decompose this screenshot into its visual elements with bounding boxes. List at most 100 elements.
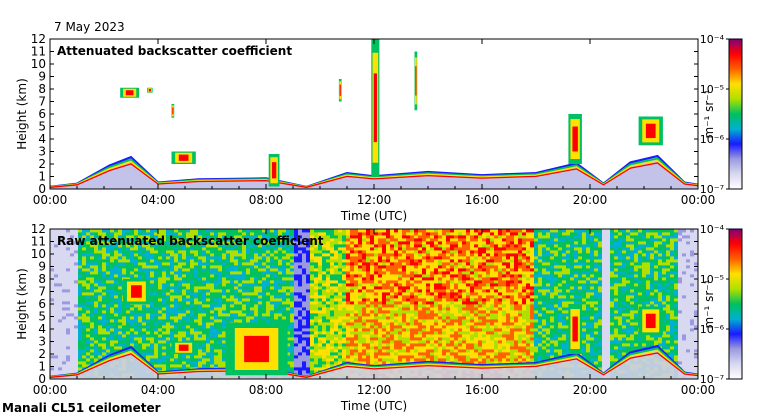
noise-cell	[206, 262, 211, 266]
x-tick-label: 20:00	[573, 193, 608, 207]
colorbar-tick-label: 10⁻⁴	[700, 33, 725, 46]
noise-cell	[134, 319, 139, 323]
noise-cell	[222, 274, 227, 278]
noise-cell	[198, 346, 203, 350]
noise-cell	[210, 337, 215, 341]
noise-cell	[254, 286, 259, 290]
noise-cell	[130, 313, 135, 317]
noise-cell	[162, 322, 167, 326]
noise-cell	[190, 364, 195, 368]
noise-cell	[222, 355, 227, 359]
noise-cell	[330, 343, 335, 347]
noise-cell	[186, 232, 191, 236]
noise-cell	[338, 265, 343, 269]
noise-cell	[206, 280, 211, 284]
noise-cell	[210, 238, 215, 242]
noise-cell	[346, 310, 351, 314]
noise-cell	[386, 235, 391, 239]
noise-cell	[134, 307, 139, 311]
noise-cell	[106, 265, 111, 269]
noise-cell	[234, 274, 239, 278]
noise-cell	[298, 343, 303, 347]
noise-cell	[226, 298, 231, 302]
noise-cell	[426, 262, 431, 266]
noise-cell	[322, 334, 327, 338]
noise-cell	[338, 268, 343, 272]
noise-cell	[186, 328, 191, 332]
noise-cell	[414, 352, 419, 356]
noise-cell	[154, 307, 159, 311]
noise-cell	[322, 301, 327, 305]
noise-cell	[206, 250, 211, 254]
cloud-core	[415, 66, 417, 96]
noise-cell	[178, 325, 183, 329]
noise-cell	[382, 325, 387, 329]
noise-cell	[418, 313, 423, 317]
noise-cell	[238, 232, 243, 236]
noise-cell	[222, 304, 227, 308]
noise-cell	[366, 361, 371, 365]
noise-cell	[118, 274, 123, 278]
noise-cell	[162, 325, 167, 329]
noise-cell	[90, 298, 95, 302]
noise-cell	[50, 274, 55, 278]
noise-cell	[302, 253, 307, 257]
noise-cell	[250, 304, 255, 308]
noise-cell	[214, 289, 219, 293]
noise-cell	[210, 256, 215, 260]
noise-cell	[414, 286, 419, 290]
noise-cell	[382, 253, 387, 257]
noise-cell	[126, 262, 131, 266]
noise-cell	[58, 241, 63, 245]
noise-cell	[362, 280, 367, 284]
noise-cell	[330, 259, 335, 263]
noise-cell	[194, 340, 199, 344]
noise-cell	[218, 280, 223, 284]
noise-cell	[290, 247, 295, 251]
noise-cell	[50, 283, 55, 287]
noise-cell	[158, 268, 163, 272]
noise-cell	[74, 328, 79, 332]
noise-cell	[50, 334, 55, 338]
noise-cell	[382, 337, 387, 341]
noise-cell	[366, 280, 371, 284]
noise-cell	[218, 232, 223, 236]
noise-cell	[206, 355, 211, 359]
noise-cell	[358, 319, 363, 323]
noise-cell	[238, 286, 243, 290]
noise-cell	[374, 292, 379, 296]
noise-cell	[158, 313, 163, 317]
noise-cell	[326, 253, 331, 257]
noise-cell	[218, 355, 223, 359]
noise-cell	[190, 292, 195, 296]
noise-cell	[110, 292, 115, 296]
noise-cell	[126, 268, 131, 272]
noise-cell	[166, 244, 171, 248]
noise-cell	[418, 319, 423, 323]
noise-cell	[54, 271, 59, 275]
noise-cell	[294, 358, 299, 362]
noise-cell	[290, 355, 295, 359]
noise-cell	[54, 370, 59, 374]
noise-cell	[70, 355, 75, 359]
noise-cell	[330, 265, 335, 269]
noise-cell	[210, 340, 215, 344]
noise-cell	[234, 310, 239, 314]
noise-cell	[334, 343, 339, 347]
noise-cell	[342, 241, 347, 245]
noise-cell	[162, 286, 167, 290]
noise-cell	[294, 304, 299, 308]
noise-cell	[358, 331, 363, 335]
noise-cell	[270, 271, 275, 275]
noise-cell	[398, 361, 403, 365]
noise-cell	[314, 271, 319, 275]
noise-cell	[66, 238, 71, 242]
noise-cell	[126, 247, 131, 251]
noise-cell	[298, 358, 303, 362]
noise-cell	[134, 247, 139, 251]
noise-cell	[146, 316, 151, 320]
noise-cell	[214, 349, 219, 353]
noise-cell	[206, 229, 211, 233]
noise-cell	[406, 235, 411, 239]
noise-cell	[214, 292, 219, 296]
